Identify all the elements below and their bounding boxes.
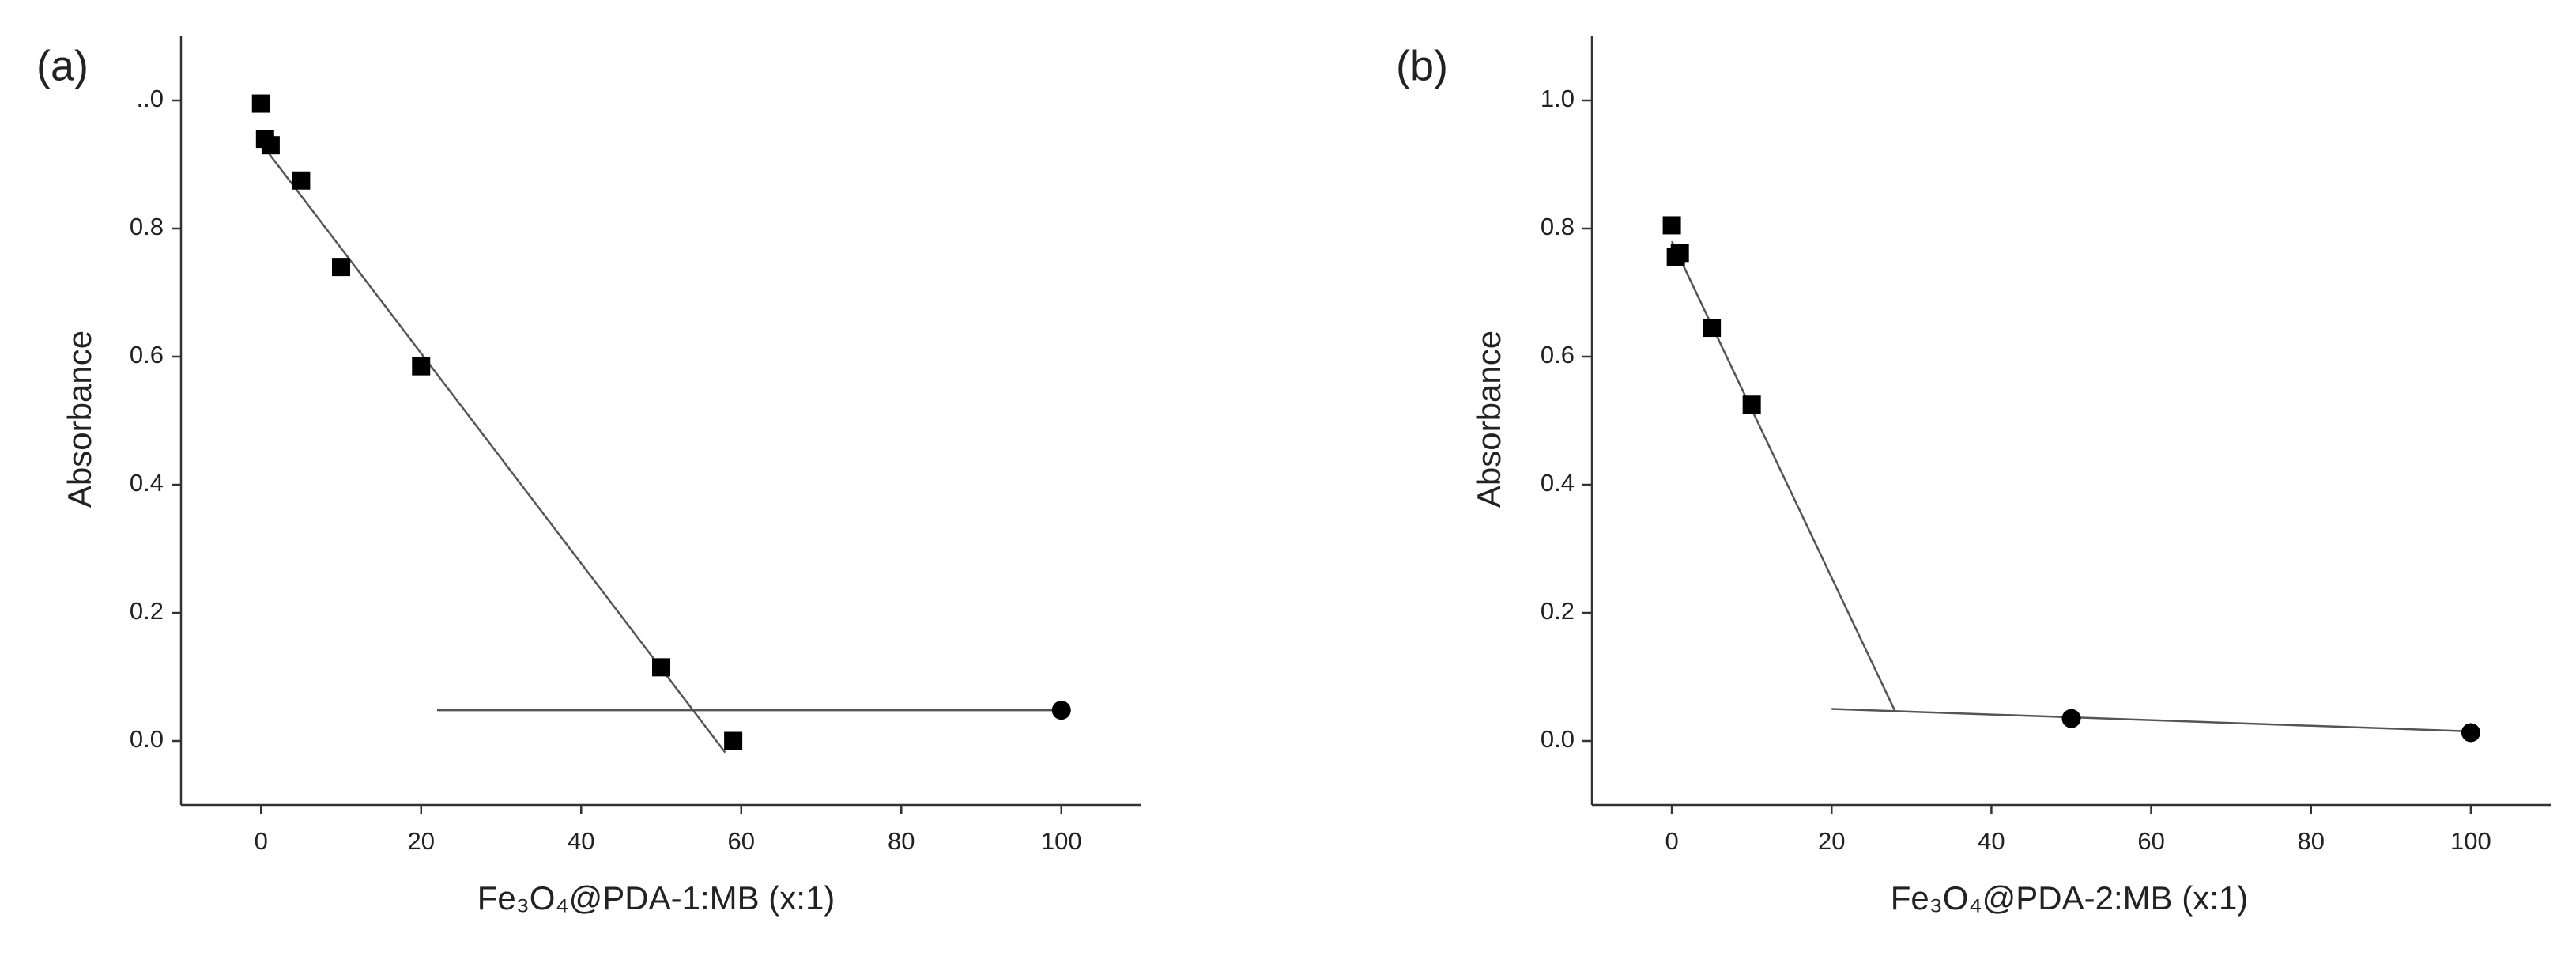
panel-label: (a) xyxy=(36,42,89,89)
y-tick-label: 0.6 xyxy=(130,341,164,369)
y-axis-label: Absorbance xyxy=(1470,331,1507,508)
point xyxy=(1051,701,1071,720)
point xyxy=(292,171,311,190)
x-axis-label: Fe₃O₄@PDA-2:MB (x:1) xyxy=(1891,879,2249,917)
x-tick-label: 80 xyxy=(2298,827,2325,855)
point xyxy=(332,258,350,277)
point xyxy=(412,357,431,376)
x-tick-label: 40 xyxy=(568,827,594,855)
y-tick-label: 0.8 xyxy=(130,213,164,240)
y-tick-label: 0.6 xyxy=(1541,341,1575,369)
y-tick-label: ..0 xyxy=(137,85,164,112)
point xyxy=(1742,395,1761,414)
point xyxy=(2461,723,2480,743)
point xyxy=(2061,709,2081,728)
fit-line xyxy=(1831,708,2471,733)
fit-line xyxy=(262,144,726,754)
x-tick-label: 20 xyxy=(408,827,435,855)
point xyxy=(1703,319,1722,338)
panel-label: (b) xyxy=(1396,42,1448,89)
x-tick-label: 100 xyxy=(1041,827,1082,855)
y-tick-label: 0.2 xyxy=(130,597,164,625)
y-tick-label: 1.0 xyxy=(1541,85,1575,112)
y-tick-label: 0.0 xyxy=(1541,725,1575,753)
x-tick-label: 60 xyxy=(2137,827,2164,855)
y-axis-label: Absorbance xyxy=(61,331,98,508)
x-tick-label: 40 xyxy=(1978,827,2005,855)
y-tick-label: 0.4 xyxy=(130,469,164,497)
x-tick-label: 60 xyxy=(728,827,755,855)
y-tick-label: 0.0 xyxy=(130,725,164,753)
y-tick-label: 0.2 xyxy=(1541,597,1575,625)
point xyxy=(1662,216,1681,235)
y-tick-label: 0.8 xyxy=(1541,213,1575,240)
point xyxy=(261,136,280,155)
x-tick-label: 20 xyxy=(1818,827,1845,855)
point xyxy=(724,731,743,750)
x-tick-label: 80 xyxy=(888,827,915,855)
x-tick-label: 0 xyxy=(255,827,268,855)
x-tick-label: 0 xyxy=(1665,827,1678,855)
fit-line xyxy=(1670,240,1897,713)
point xyxy=(652,658,670,677)
y-tick-label: 0.4 xyxy=(1541,469,1575,497)
point xyxy=(251,94,270,113)
x-axis-label: Fe₃O₄@PDA-1:MB (x:1) xyxy=(477,879,835,917)
x-tick-label: 100 xyxy=(2450,827,2491,855)
point xyxy=(1670,244,1689,263)
